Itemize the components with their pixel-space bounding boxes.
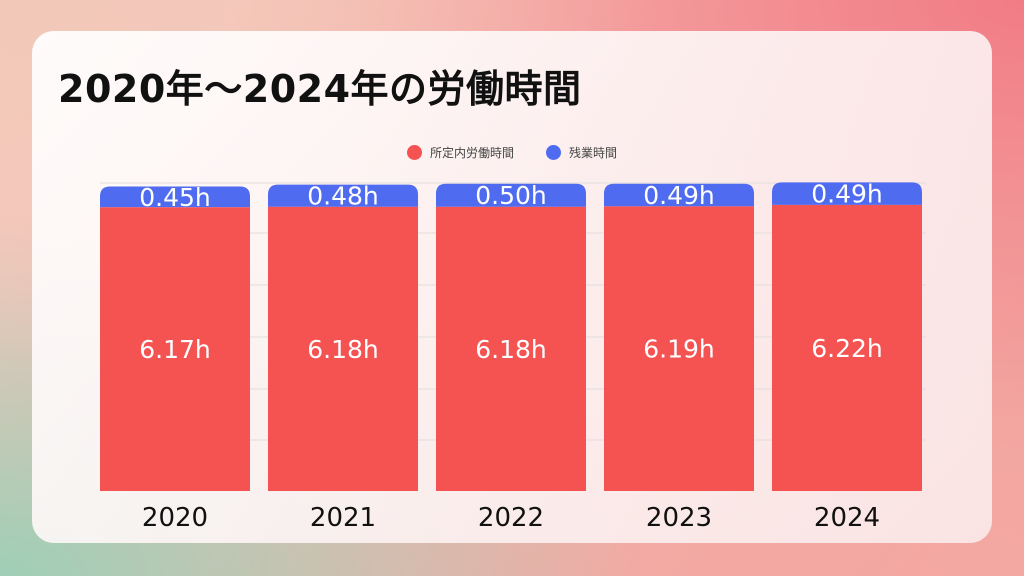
bar-overtime-2020 (100, 186, 250, 208)
bar-regular-hours-2020 (100, 207, 250, 491)
data-label-regular-hours-2021: 6.18h (307, 335, 379, 364)
data-label-overtime-2021: 0.48h (307, 182, 379, 211)
legend-label-regular-hours: 所定内労働時間 (429, 146, 514, 160)
bar-regular-hours-2024 (772, 204, 922, 491)
data-label-regular-hours-2022: 6.18h (475, 335, 547, 364)
chart-title: 2020年～2024年の労働時間 (58, 67, 582, 111)
data-label-regular-hours-2024: 6.22h (811, 334, 883, 363)
bar-regular-hours-2022 (436, 206, 586, 491)
x-tick-label-2023: 2023 (646, 503, 712, 533)
legend-item-overtime: 残業時間 (546, 144, 617, 161)
bar-regular-hours-2023 (604, 206, 754, 491)
data-label-regular-hours-2023: 6.19h (643, 335, 715, 364)
bar-overtime-2024 (772, 182, 922, 205)
legend-label-overtime: 残業時間 (569, 146, 618, 160)
x-tick-label-2024: 2024 (814, 503, 880, 533)
data-label-overtime-2022: 0.50h (475, 181, 547, 210)
bar-overtime-2022 (436, 183, 586, 207)
legend-swatch-overtime (546, 145, 561, 160)
bar-overtime-2021 (268, 184, 418, 207)
x-tick-label-2021: 2021 (310, 503, 376, 533)
legend-swatch-regular-hours (406, 145, 422, 160)
data-label-overtime-2020: 0.45h (139, 183, 211, 212)
data-label-regular-hours-2020: 6.17h (139, 335, 211, 364)
legend-item-regular-hours: 所定内労働時間 (406, 144, 514, 161)
data-label-overtime-2023: 0.49h (643, 181, 715, 210)
chart-legend: 所定内労働時間 残業時間 (0, 144, 1024, 161)
data-label-overtime-2024: 0.49h (811, 180, 883, 209)
bar-regular-hours-2021 (268, 206, 418, 491)
x-tick-label-2020: 2020 (142, 503, 208, 533)
x-tick-label-2022: 2022 (478, 503, 544, 533)
bar-overtime-2023 (604, 183, 754, 207)
